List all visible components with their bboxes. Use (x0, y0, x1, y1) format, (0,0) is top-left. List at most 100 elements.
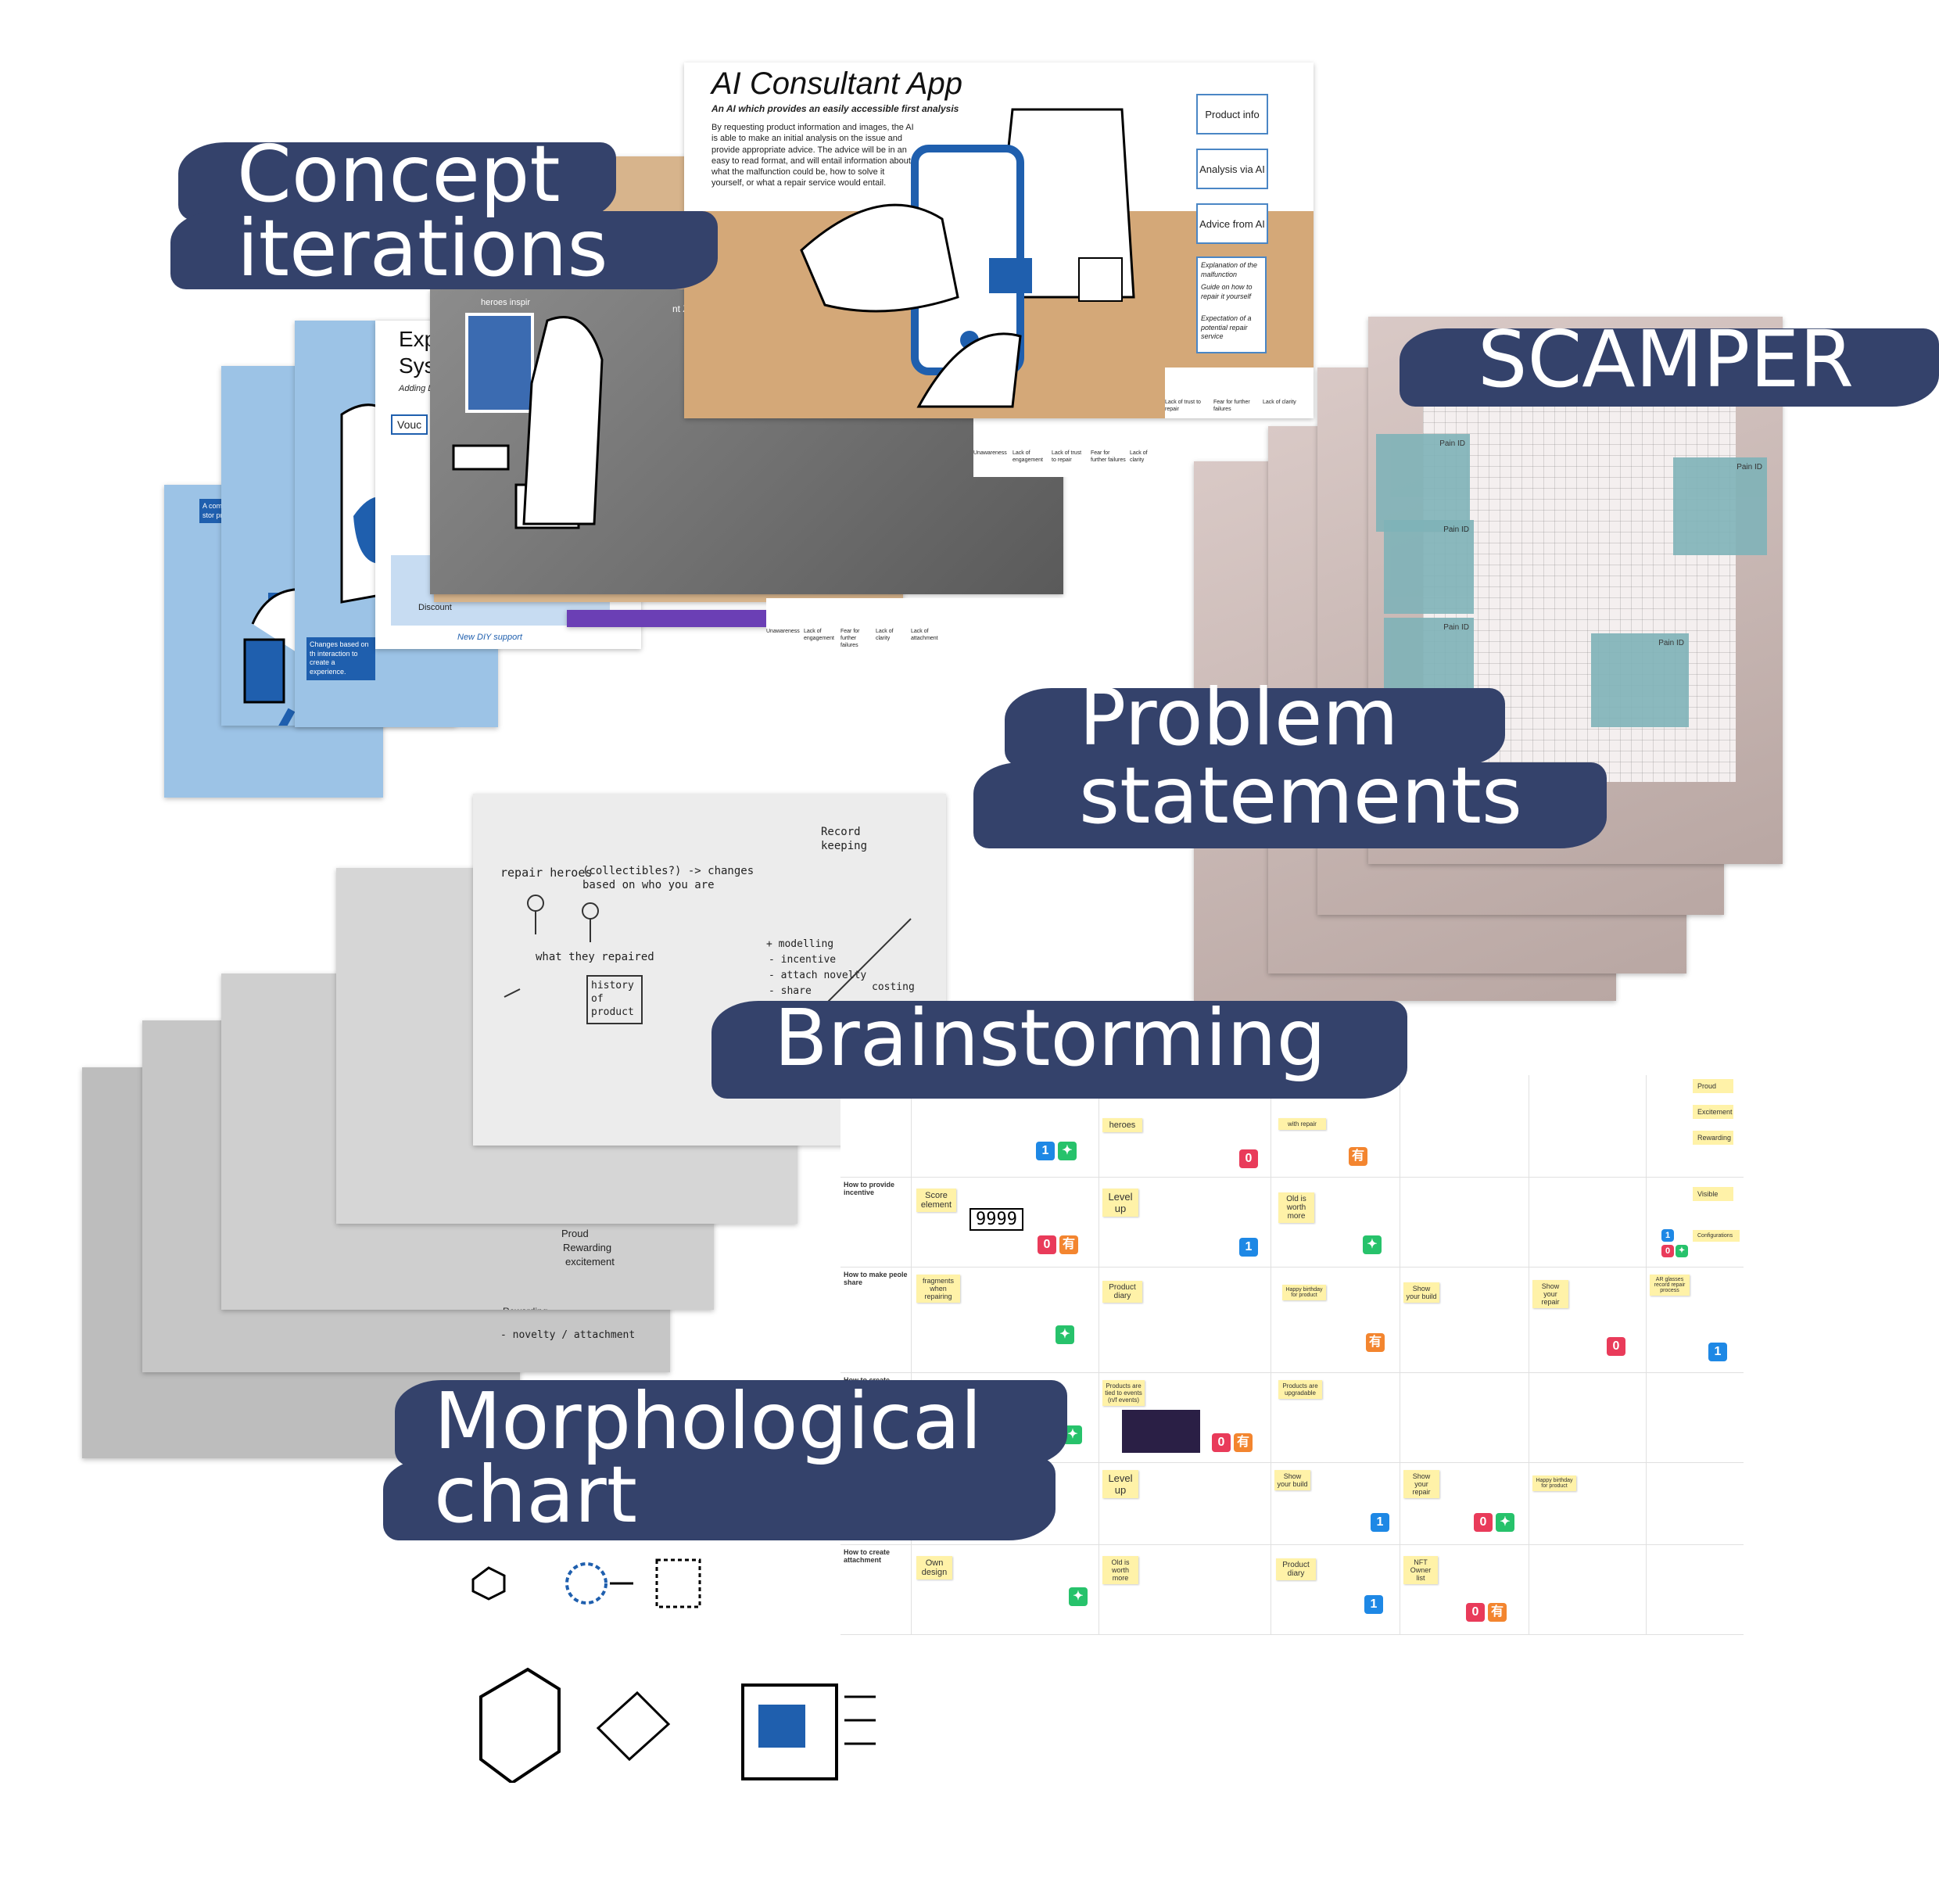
badge-att-green: ✦ (1069, 1587, 1088, 1606)
note-show-build: Show your build (1403, 1282, 1439, 1303)
note-tied-events: Products are tied to events (n/f events) (1102, 1380, 1145, 1406)
legend-proud: Proud (1693, 1079, 1733, 1093)
banner-morph-2 (383, 1458, 1056, 1540)
row-line-4 (840, 1462, 1744, 1463)
flow-product-info: Product info (1196, 94, 1268, 134)
legend-rewarding: Rewarding (1693, 1131, 1733, 1145)
badge-inc-kanji: 有 (1059, 1235, 1078, 1254)
note-old-worth-more: Old is worth more (1278, 1192, 1314, 1223)
pain-note-2-label: Pain ID (1736, 463, 1762, 472)
note-novelty-attachment: - novelty / attachment (500, 1329, 636, 1341)
phone-toaster-sketch (800, 108, 1135, 408)
new-diy-label: New DIY support (457, 633, 522, 642)
street-person-sketch (452, 316, 604, 529)
badge-att-0: 0 (1466, 1603, 1485, 1622)
mid-cap-trust: Lack of trust to repair (1052, 450, 1082, 464)
row-line-2 (840, 1267, 1744, 1268)
row-label-attachment: How to create attachment (844, 1548, 891, 1564)
row-label-incentive: How to provide incentive (844, 1181, 894, 1196)
badge-top-0: 0 (1239, 1149, 1258, 1168)
note-attach-novelty: - attach novelty (769, 970, 867, 981)
pain-note-4-label: Pain ID (1443, 623, 1469, 632)
pain-note-2: Pain ID (1673, 457, 1767, 555)
icon-cap-engagement: Lack of engagement (804, 629, 834, 642)
legend-excitement: Excitement (1693, 1105, 1733, 1119)
note-own-design: Own design (916, 1556, 952, 1579)
flow-notes-box: Explanation of the malfunction Guide on … (1196, 256, 1267, 353)
note-proud: Proud (561, 1228, 589, 1239)
badge-inc-0: 0 (1038, 1235, 1056, 1254)
row-line-1 (840, 1177, 1744, 1178)
label-brainstorming: Brainstorming (774, 992, 1327, 1084)
cube-nft-sketch (471, 1558, 876, 1783)
flow-advice-ai: Advice from AI (1196, 203, 1268, 244)
label-concept-line1: Concept (237, 128, 561, 220)
note-product-diary-2: Product diary (1276, 1558, 1316, 1580)
flow-note-2: Guide on how to repair it yourself (1201, 283, 1253, 300)
badge-inc-1: 1 (1239, 1238, 1258, 1257)
badge-nov-0: 0 (1212, 1433, 1231, 1452)
label-morph-line1: Morphological (434, 1375, 982, 1467)
ai-consultant-slide: AI Consultant App An AI which provides a… (684, 63, 1314, 418)
legend-visible: Visible (1693, 1187, 1733, 1201)
col-line-6 (1646, 1075, 1647, 1634)
badge-share-1: 1 (1708, 1343, 1727, 1361)
note-record-keeping: Record keeping (821, 826, 868, 853)
icon-cap-clarity: Lack of clarity (876, 629, 894, 642)
icon-cap-attachment: Lack of attachment (911, 629, 938, 642)
badge-nov-kanji: 有 (1234, 1433, 1253, 1452)
label-problem-line1: Problem (1079, 672, 1399, 763)
legend-badge-green: ✦ (1676, 1245, 1688, 1257)
mid-cap-unawareness: Unawareness (973, 450, 1007, 456)
slide-exp-title-2: Sys (399, 353, 435, 378)
note-modelling: + modelling (766, 938, 834, 950)
ai-icon-row: Lack of trust to repair Fear for further… (1165, 368, 1314, 418)
icon-row-lower: Unawareness Lack of engagement Fear for … (766, 598, 1095, 648)
note-incentive: - incentive (769, 954, 837, 966)
note-what-repaired: what they repaired (536, 951, 654, 963)
heroes-fragment: heroes inspir (481, 298, 530, 307)
icon-cap-unawareness: Unawareness (766, 629, 800, 634)
banner-concept-2 (170, 211, 718, 289)
note-level-up: Level up (1102, 1189, 1138, 1217)
row-label-share: How to make peole share (844, 1271, 908, 1286)
banner-morph-1 (395, 1380, 1067, 1466)
label-concept-line2: iterations (237, 203, 608, 294)
note-show-build-2: Show your build (1274, 1470, 1310, 1490)
legend-badge-0: 0 (1661, 1245, 1674, 1257)
banner-concept-1 (178, 142, 616, 221)
note-upgradable: Products are upgradable (1278, 1380, 1322, 1399)
ai-icon-cap-clarity: Lack of clarity (1263, 400, 1296, 405)
col-line-1 (911, 1075, 912, 1634)
badge-share-0: 0 (1607, 1337, 1625, 1356)
slide-exp-sub: Adding D (399, 384, 435, 393)
mid-cap-fear: Fear for further failures (1091, 450, 1126, 464)
note-happy-birthday: Happy birthday for product (1282, 1285, 1326, 1300)
pain-note-5-label: Pain ID (1658, 639, 1684, 647)
icon-cap-fear: Fear for further failures (840, 629, 860, 649)
concept-collage: A comp and stor pride to Real wo to a di… (160, 63, 1349, 798)
kiosk-screen (465, 313, 534, 413)
pain-note-3: Pain ID (1384, 520, 1474, 614)
score-display: 9999 (970, 1208, 1023, 1231)
pain-note-5: Pain ID (1591, 633, 1689, 727)
badge-att-1: 1 (1364, 1595, 1383, 1614)
mid-cap-engagement: Lack of engagement (1013, 450, 1043, 464)
note-fragments: fragments when repairing (916, 1275, 960, 1303)
note-share: - share (769, 985, 812, 997)
note-ar-glasses: AR glasses record repair process (1650, 1275, 1690, 1296)
note-with-repair: with repair (1278, 1118, 1326, 1130)
stickfigure-sketch (504, 895, 912, 1029)
ai-slide-title: AI Consultant App (711, 66, 962, 101)
note-collectibles: (collectibles?) -> changes based on who … (582, 865, 754, 892)
badge-inc-green: ✦ (1363, 1235, 1382, 1254)
row-line-3 (840, 1372, 1744, 1373)
label-scamper: SCAMPER (1478, 314, 1854, 405)
badge-top-1: 1 (1036, 1142, 1055, 1160)
banner-brainstorming (711, 1001, 1407, 1099)
note-history: history of product (586, 975, 643, 1024)
label-morph-line2: chart (434, 1449, 637, 1540)
flow-analysis-ai: Analysis via AI (1196, 149, 1268, 189)
badge-top-green: ✦ (1058, 1142, 1077, 1160)
note-rewarding: Rewarding (563, 1242, 612, 1253)
